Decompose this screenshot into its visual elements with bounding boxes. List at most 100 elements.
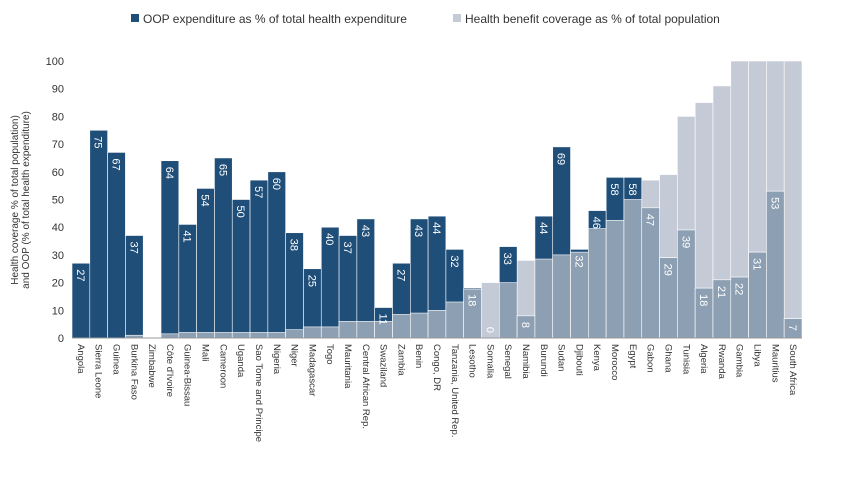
overlap-segment	[267, 332, 286, 339]
y-tick-label: 50	[52, 195, 64, 207]
x-tick-label: Djibouti	[573, 344, 584, 376]
y-tick-label: 100	[46, 56, 64, 68]
data-label: 29	[661, 264, 673, 276]
x-tick-label: Mauritius	[769, 344, 780, 383]
x-tick-label: Kenya	[591, 344, 602, 372]
oop-bar	[89, 129, 108, 339]
overlap-segment	[392, 314, 411, 339]
data-label: 57	[252, 186, 264, 198]
data-label: 64	[163, 167, 175, 179]
data-label: 11	[377, 314, 389, 325]
y-tick-label: 60	[52, 167, 64, 179]
x-tick-label: Egypt	[627, 344, 638, 369]
overlap-segment	[623, 199, 643, 339]
x-tick-label: Rwanda	[716, 344, 727, 380]
x-tick-label: Togo	[324, 344, 335, 365]
x-tick-label: Congo, DR	[431, 344, 442, 391]
data-label: 21	[715, 286, 727, 298]
overlap-segment	[605, 219, 625, 339]
x-tick-label: Tanzania, United Rep.	[449, 344, 460, 437]
data-label: 18	[466, 294, 478, 306]
data-label: 32	[572, 255, 584, 267]
y-tick-label: 70	[52, 139, 64, 151]
x-tick-label: Libya	[751, 344, 762, 367]
y-tick-label: 90	[52, 84, 64, 96]
data-label: 58	[608, 183, 620, 195]
legend-swatch-coverage	[453, 14, 461, 22]
overlap-segment	[303, 326, 322, 339]
data-label: 22	[733, 283, 745, 295]
x-tick-label: Swaziland	[378, 344, 389, 387]
data-label: 37	[127, 242, 139, 254]
overlap-segment	[214, 332, 233, 339]
x-tick-label: Côte d'Ivoire	[164, 344, 175, 397]
x-tick-label: Nigeria	[271, 344, 282, 375]
data-label: 33	[501, 253, 513, 265]
data-label: 25	[305, 275, 317, 287]
y-tick-label: 30	[52, 250, 64, 262]
x-tick-label: Guinea	[111, 344, 122, 375]
y-axis-title-line: and OOP (% of total health expenditure)	[21, 111, 32, 289]
data-label: 41	[181, 230, 193, 242]
y-tick-label: 20	[52, 278, 64, 290]
overlap-segment	[499, 282, 518, 339]
data-label: 43	[412, 225, 424, 237]
data-label: 46	[590, 217, 602, 229]
data-label: 54	[199, 194, 211, 206]
x-tick-label: Sudan	[556, 344, 567, 371]
x-tick-label: Burkina Faso	[128, 344, 139, 400]
overlap-segment	[588, 228, 607, 339]
data-label: 27	[74, 269, 86, 281]
overlap-segment	[160, 333, 180, 339]
oop-bar	[267, 171, 286, 339]
overlap-segment	[641, 207, 660, 339]
data-label: 27	[394, 269, 406, 281]
legend: OOP expenditure as % of total health exp…	[131, 12, 720, 26]
x-tick-label: Zimbabwe	[146, 344, 157, 388]
x-tick-label: Uganda	[235, 344, 246, 378]
oop-bar	[214, 157, 233, 339]
overlap-segment	[320, 326, 340, 339]
data-label: 0	[483, 327, 495, 333]
overlap-segment	[249, 332, 269, 339]
overlap-segment	[766, 190, 785, 339]
x-tick-label: Lesotho	[467, 344, 478, 378]
x-tick-label: Somalia	[484, 344, 495, 379]
x-tick-label: Gambia	[734, 344, 745, 378]
x-tick-label: Guinea-Bissau	[182, 344, 193, 406]
legend-swatch-oop	[131, 14, 139, 22]
data-label: 44	[537, 222, 549, 234]
data-label: 58	[626, 183, 638, 195]
overlap-segment	[178, 332, 197, 339]
data-label: 38	[288, 239, 300, 251]
coverage-bar	[783, 60, 803, 339]
oop-bar	[196, 188, 215, 339]
oop-series	[71, 129, 803, 339]
data-label: 75	[92, 136, 104, 148]
overlap-segment	[445, 301, 465, 339]
y-tick-label: 40	[52, 222, 64, 234]
data-label: 39	[679, 236, 691, 248]
x-tick-label: Tunisia	[680, 344, 691, 375]
data-label: 47	[644, 214, 656, 226]
y-tick-label: 10	[52, 305, 64, 317]
x-tick-label: Algeria	[698, 344, 709, 374]
y-axis-title-line: Health coverage % of total population)	[10, 115, 21, 285]
data-label: 31	[750, 258, 762, 270]
overlap-segment	[356, 321, 375, 339]
overlap-segment	[338, 321, 358, 339]
overlap-segment	[409, 312, 429, 339]
x-tick-label: Cameroon	[217, 344, 228, 388]
x-tick-label: Morocco	[609, 344, 620, 380]
x-tick-label: Gabon	[645, 344, 656, 373]
oop-bar	[160, 160, 180, 339]
x-tick-label: Central African Rep.	[360, 344, 371, 429]
overlap-segment	[534, 258, 554, 339]
data-label: 32	[448, 255, 460, 267]
data-label: 8	[519, 322, 531, 328]
x-tick-label: Mali	[200, 344, 211, 361]
y-axis-ticks: 0 10 20 30 40 50 60 70 80 90 100	[46, 56, 64, 345]
data-label: 37	[341, 242, 353, 254]
